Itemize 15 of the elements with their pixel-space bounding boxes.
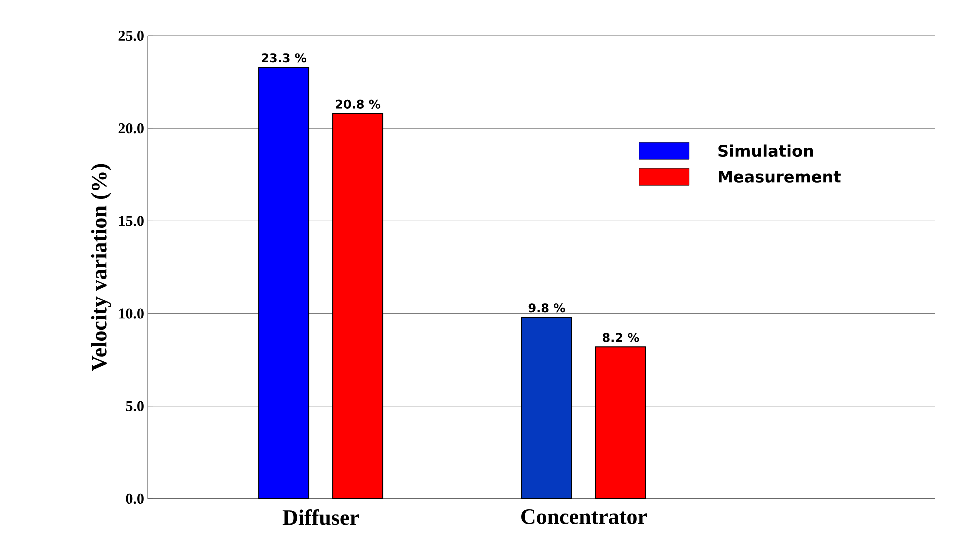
- y-tick-label: 0.0: [126, 494, 144, 504]
- x-tick-label: Concentrator: [522, 510, 648, 524]
- y-tick-label: 10.0: [119, 308, 144, 319]
- y-tick-label: 20.0: [118, 124, 144, 134]
- y-tick-label: 15.0: [119, 216, 144, 226]
- data-label: 9.8 %: [528, 304, 566, 313]
- legend-label: Measurement: [719, 171, 841, 183]
- data-label: 8.2 %: [602, 333, 640, 342]
- y-axis-title: Velocity variation (%): [91, 164, 112, 372]
- data-label: 20.8 %: [336, 100, 381, 109]
- y-tick-label: 5.0: [126, 401, 144, 412]
- y-tick-label: 25.0: [118, 30, 144, 42]
- x-tick-label: Diffuser: [282, 510, 360, 526]
- data-label: 23.3 %: [262, 54, 307, 63]
- legend-label: Simulation: [718, 144, 814, 158]
